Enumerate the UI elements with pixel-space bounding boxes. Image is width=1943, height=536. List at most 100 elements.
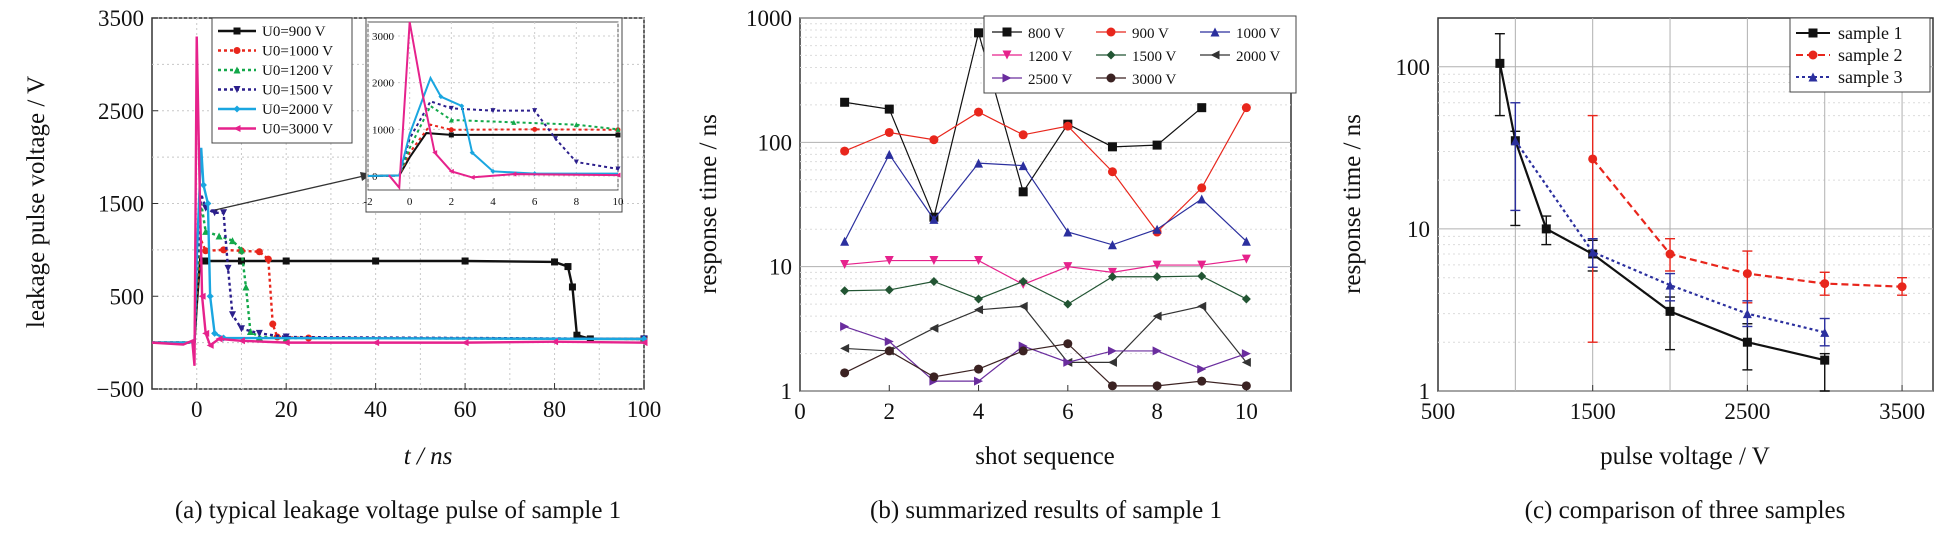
data-point [840, 146, 850, 156]
data-point [1197, 260, 1207, 270]
panel-c-ylabel: response time / ns [1339, 114, 1366, 294]
data-point [1197, 103, 1207, 113]
panel-c-series [1494, 33, 1908, 392]
panel-c-caption: (c) comparison of three samples [1525, 497, 1846, 524]
inset-x-tick-label: 6 [532, 196, 538, 208]
data-point [206, 341, 214, 349]
x-tick-label: 40 [364, 397, 387, 422]
data-point [884, 149, 894, 159]
data-point [1588, 154, 1598, 164]
panel-a-xlabel: t / ns [404, 443, 453, 470]
data-point [1107, 381, 1117, 391]
data-point [282, 257, 290, 265]
data-point [242, 283, 250, 291]
series-line [844, 275, 1247, 305]
data-point [1063, 262, 1073, 272]
panel-b-ticks: 0 2 4 6 8 10 1 10 100 1000 [746, 6, 1258, 424]
data-point [1541, 224, 1551, 234]
data-point [974, 107, 984, 117]
panel-a-legend: U0=900 V U0=1000 V U0=1200 V U0=1500 V U0=20… [211, 17, 353, 144]
inset-data-point [432, 150, 438, 156]
data-point [1665, 249, 1675, 259]
inset-x-tick-label: 4 [490, 196, 496, 208]
inset-data-point [573, 159, 579, 165]
x-tick-label: 60 [454, 397, 477, 422]
inset-data-point [469, 174, 475, 180]
x-tick-label: 2500 [1724, 399, 1770, 424]
inset-data-point [490, 108, 496, 114]
legend-swatch-marker [233, 86, 241, 93]
y-tick-label: 1 [1419, 379, 1431, 404]
legend-swatch-marker [233, 66, 241, 74]
inset-data-point [511, 171, 517, 177]
data-point [884, 337, 894, 347]
legend-swatch-marker [1106, 27, 1116, 37]
panel-b-ylabel: response time / ns [695, 114, 722, 294]
y-tick-label: 500 [110, 284, 145, 309]
inset-x-tick-label: -2 [363, 196, 372, 208]
legend-label: U0=1500 V [262, 83, 333, 99]
data-point [211, 209, 219, 217]
data-point [211, 329, 219, 337]
data-point [974, 364, 984, 374]
y-tick-label: 1 [781, 379, 793, 404]
data-point [884, 285, 894, 295]
data-point [461, 339, 469, 347]
y-tick-label: 10 [769, 255, 792, 280]
y-tick-label: 1000 [746, 6, 792, 31]
series-line [844, 305, 1247, 363]
inset-series-line [367, 75, 618, 177]
inset-data-point [615, 132, 621, 138]
legend-label: U0=3000 V [262, 122, 333, 138]
inset-data-point [448, 168, 454, 174]
panel-c-xlabel: pulse voltage / V [1600, 443, 1770, 470]
data-point [237, 257, 245, 265]
inset-data-point [448, 105, 454, 111]
legend-label: sample 2 [1838, 45, 1903, 65]
legend-label: U0=1200 V [262, 63, 333, 79]
data-point [929, 214, 939, 224]
data-point [199, 181, 207, 189]
data-point [840, 236, 850, 246]
legend-swatch-marker [1002, 73, 1012, 83]
data-point [884, 104, 894, 114]
series-line [844, 107, 1247, 233]
legend-swatch-marker [1808, 28, 1818, 38]
data-point [1018, 301, 1028, 311]
x-tick-label: 10 [1235, 399, 1258, 424]
data-point [884, 127, 894, 137]
inset-x-tick-label: 2 [449, 196, 455, 208]
y-tick-label: −500 [97, 377, 144, 402]
legend-swatch-marker [1210, 27, 1220, 37]
data-point [1063, 357, 1073, 367]
data-point [215, 232, 223, 240]
data-point [246, 327, 254, 335]
data-point [1018, 130, 1028, 140]
inset-data-point [553, 136, 558, 142]
legend-swatch-marker [233, 27, 241, 35]
inset-data-point [448, 117, 454, 123]
data-point [1063, 339, 1073, 349]
inset-data-point [448, 132, 454, 138]
data-point [929, 256, 939, 266]
data-point [229, 237, 237, 245]
data-point [840, 343, 850, 353]
series-line [151, 36, 645, 366]
inset-data-point [448, 127, 454, 133]
data-point [1152, 346, 1162, 356]
series-line [152, 255, 644, 344]
data-point [884, 256, 894, 266]
data-point [237, 325, 245, 333]
y-tick-label: 3500 [98, 6, 144, 31]
inset-x-tick-label: 0 [407, 196, 413, 208]
data-point [1897, 282, 1907, 292]
data-point [1197, 271, 1207, 281]
data-point [202, 247, 210, 255]
data-point [206, 292, 214, 300]
data-point [568, 283, 576, 291]
data-point [198, 292, 206, 300]
data-point [202, 329, 210, 337]
data-point [1197, 183, 1207, 193]
inset-pointer-arrow [214, 174, 369, 211]
